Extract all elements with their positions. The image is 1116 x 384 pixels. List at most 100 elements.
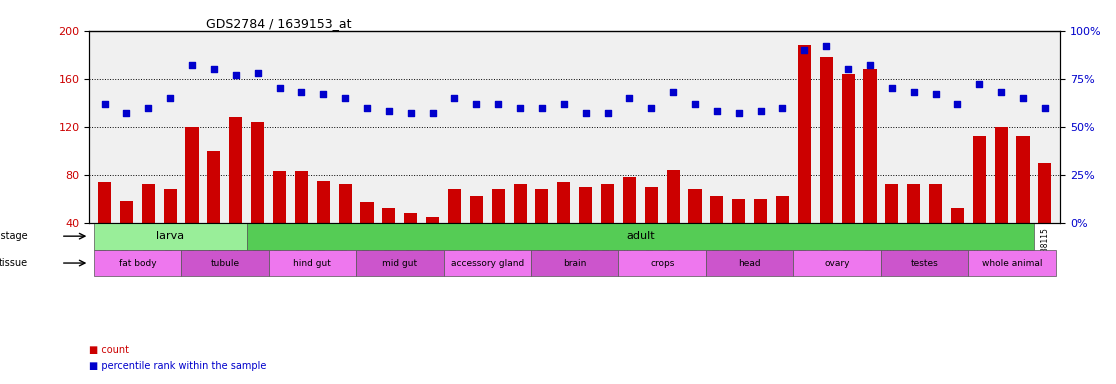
Point (796, 47, 814, 53)
Point (358, 104, 376, 111)
Bar (623, 177, 636, 271)
Point (445, 95, 463, 101)
Text: ovary: ovary (825, 258, 850, 268)
Bar (798, 45, 811, 271)
Text: accessory gland: accessory gland (451, 258, 523, 268)
Text: mid gut: mid gut (383, 258, 417, 268)
Point (183, 62, 201, 68)
Point (664, 89, 682, 95)
Bar (338, 184, 352, 271)
Bar (492, 189, 504, 271)
Bar (98, 182, 112, 271)
Bar (317, 181, 330, 271)
Bar (295, 171, 308, 271)
FancyBboxPatch shape (881, 250, 969, 276)
Bar (602, 184, 614, 271)
FancyBboxPatch shape (94, 250, 181, 276)
FancyBboxPatch shape (269, 250, 356, 276)
Point (839, 66, 857, 72)
Bar (1038, 163, 1051, 271)
Bar (470, 196, 483, 271)
Point (686, 101, 704, 107)
Point (270, 85, 288, 91)
Point (315, 91, 333, 97)
Bar (536, 189, 548, 271)
Bar (907, 184, 921, 271)
Point (620, 95, 638, 101)
Point (511, 104, 529, 111)
Point (96, 101, 114, 107)
Bar (208, 151, 221, 271)
Point (292, 89, 310, 95)
Bar (929, 184, 942, 271)
Bar (841, 74, 855, 271)
Bar (754, 199, 767, 271)
Bar (951, 208, 964, 271)
FancyBboxPatch shape (247, 223, 1033, 250)
Text: whole animal: whole animal (982, 258, 1042, 268)
FancyBboxPatch shape (618, 250, 706, 276)
Text: ■ count: ■ count (89, 345, 129, 355)
Point (577, 110, 595, 116)
Text: fat body: fat body (118, 258, 156, 268)
Bar (885, 184, 898, 271)
Point (140, 104, 157, 111)
Text: adult: adult (626, 231, 655, 241)
Point (249, 70, 267, 76)
FancyBboxPatch shape (356, 250, 443, 276)
Bar (426, 217, 440, 271)
FancyBboxPatch shape (793, 250, 881, 276)
Text: testes: testes (911, 258, 939, 268)
Text: development stage: development stage (0, 231, 28, 241)
Point (402, 110, 420, 116)
Point (379, 108, 397, 114)
Point (970, 81, 988, 88)
Point (205, 66, 223, 72)
FancyBboxPatch shape (969, 250, 1056, 276)
Point (926, 91, 944, 97)
Text: ■ percentile rank within the sample: ■ percentile rank within the sample (89, 361, 267, 371)
Point (992, 89, 1010, 95)
Point (862, 62, 879, 68)
Point (533, 104, 551, 111)
Bar (710, 196, 723, 271)
Point (773, 104, 791, 111)
Bar (1017, 136, 1030, 271)
Point (730, 110, 748, 116)
Bar (229, 117, 242, 271)
Point (817, 43, 835, 49)
FancyBboxPatch shape (706, 250, 793, 276)
Bar (732, 199, 745, 271)
Bar (973, 136, 985, 271)
Point (949, 101, 966, 107)
Bar (776, 196, 789, 271)
Point (336, 95, 354, 101)
Text: hind gut: hind gut (294, 258, 331, 268)
FancyBboxPatch shape (181, 250, 269, 276)
Bar (142, 184, 155, 271)
Text: head: head (739, 258, 761, 268)
Bar (119, 201, 133, 271)
Bar (164, 189, 176, 271)
Text: brain: brain (564, 258, 586, 268)
Point (905, 89, 923, 95)
Bar (689, 189, 702, 271)
Bar (645, 187, 657, 271)
Bar (666, 170, 680, 271)
Point (117, 110, 135, 116)
Bar (513, 184, 527, 271)
Bar (557, 182, 570, 271)
Bar (819, 57, 833, 271)
Bar (448, 189, 461, 271)
Point (1036, 104, 1054, 111)
Bar (994, 127, 1008, 271)
Bar (185, 127, 199, 271)
Text: tubule: tubule (210, 258, 240, 268)
Text: GDS2784 / 1639153_at: GDS2784 / 1639153_at (205, 17, 352, 30)
Bar (251, 122, 264, 271)
Text: tissue: tissue (0, 258, 28, 268)
Point (161, 95, 179, 101)
Bar (404, 213, 417, 271)
Point (489, 101, 507, 107)
Point (598, 110, 616, 116)
